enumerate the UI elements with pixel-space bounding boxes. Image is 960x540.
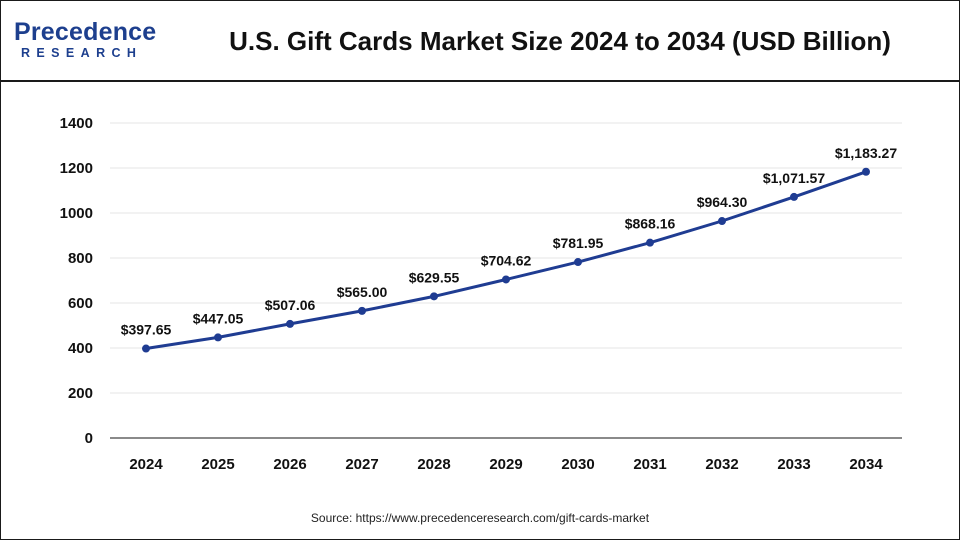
x-tick-label: 2033	[777, 456, 810, 473]
data-label: $868.16	[625, 216, 676, 232]
logo-sub-text: RESEARCH	[21, 46, 143, 60]
data-point	[358, 306, 366, 315]
data-label: $447.05	[193, 310, 244, 326]
data-point	[862, 167, 870, 176]
x-tick-label: 2032	[705, 456, 738, 473]
y-tick-label: 1000	[60, 205, 93, 222]
x-tick-label: 2034	[849, 456, 883, 473]
data-point	[286, 319, 294, 328]
data-point	[142, 344, 150, 353]
header-bar: Precedence RESEARCH U.S. Gift Cards Mark…	[0, 0, 960, 82]
data-point	[646, 238, 654, 247]
data-label: $1,071.57	[763, 170, 825, 186]
data-label: $397.65	[121, 322, 172, 338]
data-label: $565.00	[337, 284, 388, 300]
source-note: Source: https://www.precedenceresearch.c…	[310, 511, 650, 525]
x-tick-label: 2030	[561, 456, 594, 473]
data-point	[718, 217, 726, 226]
x-tick-label: 2026	[273, 456, 306, 473]
y-tick-label: 1400	[60, 115, 93, 132]
data-point	[574, 258, 582, 267]
data-label: $507.06	[265, 297, 316, 313]
x-tick-label: 2024	[129, 456, 163, 473]
y-tick-label: 0	[85, 430, 93, 447]
line-chart: 0 200 400 600 800 1000 1200 1400 2024 2025 2026 202…	[60, 115, 902, 473]
data-label: $629.55	[409, 269, 460, 285]
page-title: U.S. Gift Cards Market Size 2024 to 2034…	[229, 26, 891, 56]
data-label: $964.30	[697, 194, 748, 210]
data-point	[502, 275, 510, 284]
data-point	[430, 292, 438, 301]
y-tick-label: 600	[68, 295, 93, 312]
data-label: $1,183.27	[835, 145, 897, 161]
x-tick-label: 2028	[417, 456, 450, 473]
logo-main-text: Precedence	[14, 18, 157, 46]
y-tick-label: 400	[68, 340, 93, 357]
x-tick-label: 2031	[633, 456, 666, 473]
x-tick-label: 2029	[489, 456, 522, 473]
y-tick-label: 1200	[60, 160, 93, 177]
y-tick-label: 200	[68, 385, 93, 402]
y-tick-label: 800	[68, 250, 93, 267]
data-label: $704.62	[481, 252, 532, 268]
x-tick-label: 2025	[201, 456, 234, 473]
brand-logo: Precedence RESEARCH	[14, 18, 164, 62]
data-point	[214, 333, 222, 342]
data-label: $781.95	[553, 235, 604, 251]
x-tick-label: 2027	[345, 456, 378, 473]
data-point	[790, 192, 798, 201]
